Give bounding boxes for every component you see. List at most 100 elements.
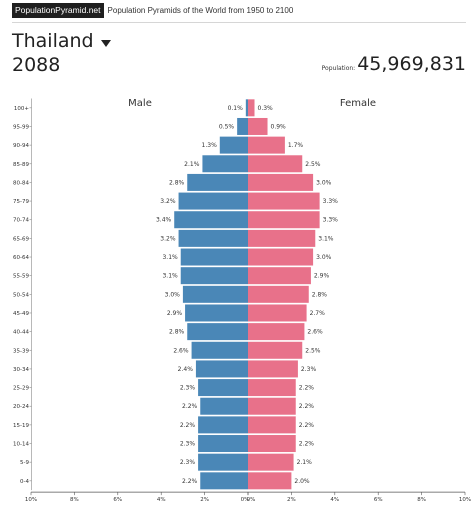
age-group-label-40-44: 40-44 (13, 330, 29, 336)
age-group-label-90-94: 90-94 (13, 143, 29, 149)
data-label-female-20-24: 2.2% (299, 403, 315, 410)
caret-down-icon (100, 39, 111, 47)
bar-male-0-4 (200, 472, 248, 490)
site-logo[interactable]: PopulationPyramid.net (12, 2, 104, 18)
bar-female-60-64 (248, 248, 314, 266)
data-label-male-85-89: 2.1% (184, 161, 200, 168)
age-group-label-15-19: 15-19 (13, 423, 29, 429)
data-label-female-35-39: 2.5% (305, 347, 321, 354)
bar-female-35-39 (248, 341, 303, 359)
bar-female-95-99 (248, 117, 268, 135)
age-group-label-80-84: 80-84 (13, 180, 29, 186)
x-tick-label-6: 0% (247, 497, 256, 503)
x-tick-label-8: 4% (330, 497, 339, 503)
bar-male-30-34 (195, 360, 248, 378)
data-label-female-25-29: 2.2% (299, 385, 315, 392)
bar-female-0-4 (248, 472, 292, 490)
data-label-male-25-29: 2.3% (180, 385, 196, 392)
data-label-female-15-19: 2.2% (299, 422, 315, 429)
bar-male-35-39 (191, 341, 248, 359)
data-label-male-45-49: 2.9% (167, 310, 183, 317)
x-tick-label-10: 8% (417, 497, 426, 503)
age-group-label-65-69: 65-69 (13, 236, 29, 242)
age-group-label-85-89: 85-89 (13, 162, 29, 168)
bar-female-70-74 (248, 211, 320, 229)
data-label-male-20-24: 2.2% (182, 403, 198, 410)
data-label-male-30-34: 2.4% (178, 366, 194, 373)
bar-male-90-94 (219, 136, 248, 154)
data-label-female-40-44: 2.6% (307, 329, 323, 336)
data-label-female-60-64: 3.0% (316, 254, 332, 261)
data-label-male-75-79: 3.2% (160, 198, 176, 205)
data-label-male-15-19: 2.2% (180, 422, 196, 429)
x-tick-label-7: 2% (287, 497, 296, 503)
population-label: Population: (321, 65, 356, 72)
x-tick-label-1: 8% (70, 497, 79, 503)
data-label-female-70-74: 3.3% (323, 217, 339, 224)
data-label-female-30-34: 2.3% (301, 366, 317, 373)
data-label-female-95-99: 0.9% (271, 123, 287, 130)
bar-male-25-29 (198, 379, 248, 397)
population-readout: Population: 45,969,831 (322, 53, 466, 75)
top-bar: PopulationPyramid.net Population Pyramid… (12, 2, 293, 18)
age-group-label-5-9: 5-9 (20, 460, 29, 466)
data-label-female-85-89: 2.5% (305, 161, 321, 168)
bar-male-15-19 (198, 416, 248, 434)
bar-female-90-94 (248, 136, 285, 154)
age-group-label-70-74: 70-74 (13, 218, 29, 224)
bar-female-45-49 (248, 304, 307, 322)
country-selector[interactable]: Thailand (12, 30, 111, 52)
country-name: Thailand (12, 30, 94, 52)
age-group-label-0-4: 0-4 (20, 479, 29, 485)
bar-female-5-9 (248, 453, 294, 471)
bar-male-70-74 (174, 211, 248, 229)
x-tick-label-5: 0% (241, 497, 250, 503)
age-group-label-50-54: 50-54 (13, 292, 29, 298)
bar-female-55-59 (248, 267, 311, 285)
x-tick-label-11: 10% (459, 497, 471, 503)
bar-male-20-24 (200, 397, 248, 415)
age-group-label-100+: 100+ (14, 106, 29, 112)
data-label-female-100+: 0.3% (258, 105, 274, 112)
data-label-female-90-94: 1.7% (288, 142, 304, 149)
bar-male-80-84 (187, 173, 248, 191)
data-label-female-80-84: 3.0% (316, 179, 332, 186)
series-name-female: Female (340, 98, 376, 109)
data-label-female-65-69: 3.1% (318, 235, 334, 242)
age-group-label-20-24: 20-24 (13, 404, 29, 410)
data-label-male-70-74: 3.4% (156, 217, 172, 224)
data-label-male-5-9: 2.3% (180, 459, 196, 466)
bar-female-30-34 (248, 360, 298, 378)
bar-male-40-44 (187, 323, 248, 341)
bar-female-80-84 (248, 173, 314, 191)
x-tick-label-4: 2% (200, 497, 209, 503)
data-label-male-90-94: 1.3% (202, 142, 218, 149)
data-label-female-5-9: 2.1% (297, 459, 313, 466)
bar-male-55-59 (180, 267, 248, 285)
x-tick-label-0: 10% (25, 497, 37, 503)
bar-female-85-89 (248, 155, 303, 173)
data-label-male-100+: 0.1% (228, 105, 244, 112)
age-group-label-10-14: 10-14 (13, 442, 29, 448)
data-label-female-75-79: 3.3% (323, 198, 339, 205)
data-label-female-10-14: 2.2% (299, 441, 315, 448)
bar-male-50-54 (182, 285, 248, 303)
data-label-female-0-4: 2.0% (294, 478, 310, 485)
data-label-male-0-4: 2.2% (182, 478, 198, 485)
data-label-male-50-54: 3.0% (165, 291, 181, 298)
bar-female-25-29 (248, 379, 296, 397)
header-divider (12, 22, 466, 23)
population-value: 45,969,831 (357, 53, 466, 75)
age-group-label-75-79: 75-79 (13, 199, 29, 205)
bar-female-15-19 (248, 416, 296, 434)
bar-male-5-9 (198, 453, 248, 471)
series-name-male: Male (128, 98, 152, 109)
bar-male-85-89 (202, 155, 248, 173)
bar-female-65-69 (248, 229, 316, 247)
bar-female-50-54 (248, 285, 309, 303)
age-group-label-45-49: 45-49 (13, 311, 29, 317)
data-label-male-80-84: 2.8% (169, 179, 185, 186)
age-group-label-30-34: 30-34 (13, 367, 29, 373)
data-label-male-35-39: 2.6% (173, 347, 189, 354)
data-label-female-45-49: 2.7% (310, 310, 326, 317)
